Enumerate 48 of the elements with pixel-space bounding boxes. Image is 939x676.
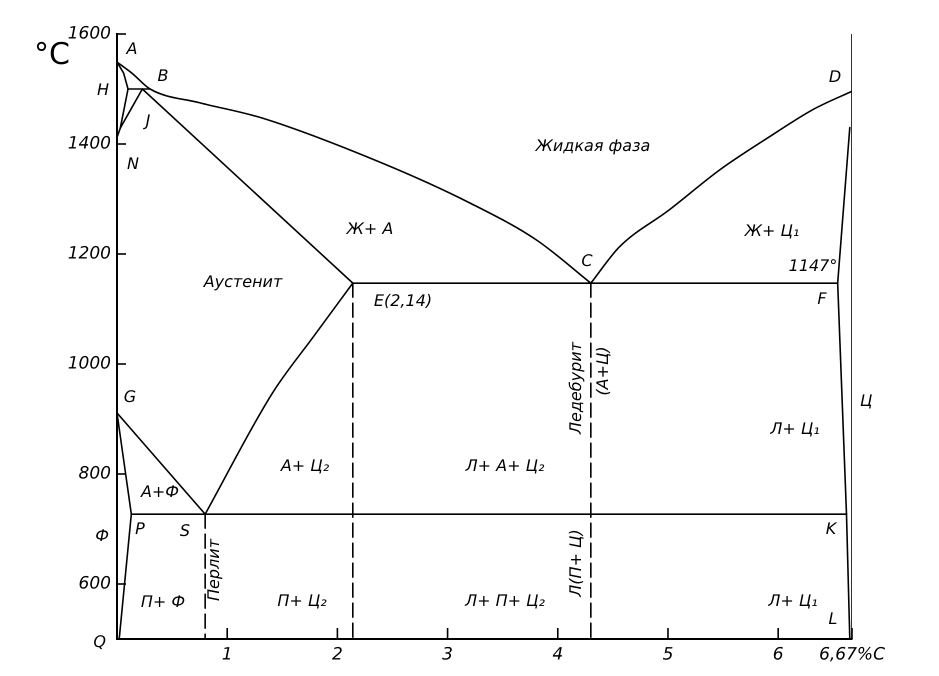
annotation: C <box>581 251 594 270</box>
y-tick-label: 1400 <box>68 133 111 154</box>
annotation: G <box>124 387 136 406</box>
annotation: Аустенит <box>202 272 283 292</box>
text: Ф <box>95 526 109 546</box>
annotation: Л+ Ц₁ <box>769 419 820 438</box>
y-tick-label: 1200 <box>68 243 111 264</box>
annotation: Ледебурит <box>566 341 586 435</box>
annotation: Л+ Ц₁ <box>767 591 818 610</box>
x-tick-label: 4 <box>552 644 564 665</box>
x-tick-label: 1 <box>222 644 233 665</box>
annotation: (А+Ц) <box>593 346 612 396</box>
x-tick-label: 5 <box>662 644 674 665</box>
annotation: Жидкая фаза <box>534 136 650 156</box>
annotation: Л+ П+ Ц₂ <box>464 591 546 610</box>
text: H <box>96 80 109 100</box>
y-tick-label: 1600 <box>68 23 111 44</box>
annotation: А+ Ц₂ <box>280 456 330 476</box>
y-tick-label: 1000 <box>68 353 111 374</box>
annotation: L <box>828 609 838 628</box>
annotation: F <box>817 289 828 308</box>
annotation: 1147° <box>788 256 838 276</box>
annotation: П+ Ц₂ <box>277 591 328 610</box>
annotation: Ж+ Ц₁ <box>744 221 800 240</box>
annotation: B <box>158 66 168 86</box>
annotation: D <box>828 67 842 86</box>
x-tick-label: 2 <box>332 644 343 665</box>
annotation: Л(П+ Ц) <box>566 529 586 598</box>
x-tick-label: 6 <box>772 644 784 665</box>
annotation: E(2,14) <box>374 291 432 310</box>
annotation: Перлит <box>204 538 224 601</box>
text: Q <box>93 632 106 652</box>
annotation: Л+ А+ Ц₂ <box>464 456 545 476</box>
y-tick-label: 600 <box>78 573 111 594</box>
x-tick-label: 6,67%C <box>819 644 886 665</box>
annotation: A <box>126 39 138 58</box>
annotation: Ж+ А <box>346 219 394 238</box>
text: Ц <box>860 391 872 410</box>
y-axis-title: °C <box>34 36 70 72</box>
annotation: П+ Ф <box>140 592 186 612</box>
annotation: А+Ф <box>140 482 180 502</box>
annotation: S <box>180 521 190 540</box>
x-tick-label: 3 <box>442 644 453 665</box>
annotation: J <box>142 111 151 130</box>
y-tick-label: 800 <box>78 463 111 484</box>
annotation: K <box>826 519 838 538</box>
annotation: N <box>127 154 140 174</box>
annotation: P <box>135 519 146 538</box>
